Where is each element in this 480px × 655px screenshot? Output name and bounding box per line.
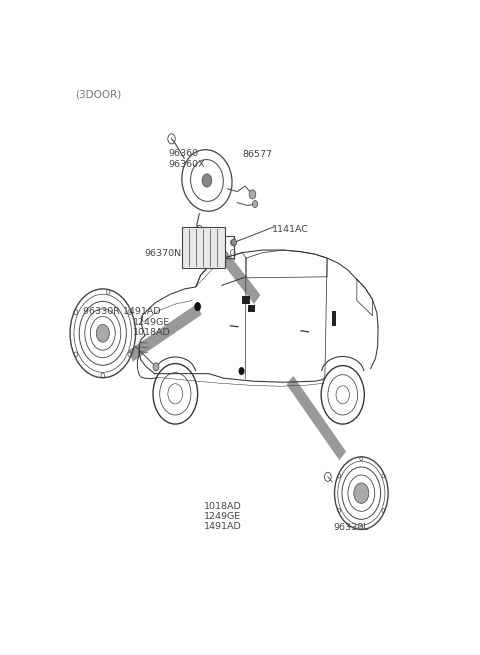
Text: 96360
96360X: 96360 96360X (168, 149, 204, 169)
Bar (332, 310, 336, 326)
Circle shape (96, 324, 109, 342)
Polygon shape (287, 376, 346, 460)
Text: 96330L: 96330L (334, 523, 369, 533)
Circle shape (231, 239, 237, 246)
Text: 1491AD: 1491AD (204, 523, 242, 531)
Circle shape (239, 367, 244, 375)
Text: 86577: 86577 (242, 150, 272, 159)
Circle shape (202, 174, 212, 187)
Text: 1249GE: 1249GE (132, 318, 169, 327)
Text: 96370N: 96370N (145, 249, 182, 258)
Circle shape (354, 483, 369, 503)
Text: 1249GE: 1249GE (204, 512, 241, 521)
Bar (248, 305, 254, 312)
Text: 1018AD: 1018AD (132, 328, 170, 337)
Circle shape (252, 200, 258, 208)
Circle shape (249, 190, 256, 199)
Text: 1141AC: 1141AC (272, 225, 309, 234)
Bar (182, 227, 225, 269)
Bar (242, 296, 251, 304)
Polygon shape (129, 303, 202, 362)
Circle shape (153, 363, 159, 371)
Circle shape (194, 302, 201, 311)
Text: 1018AD: 1018AD (204, 502, 242, 512)
Polygon shape (218, 249, 260, 304)
Text: 96330R 1491AD: 96330R 1491AD (84, 307, 161, 316)
Text: (3DOOR): (3DOOR) (75, 90, 121, 100)
